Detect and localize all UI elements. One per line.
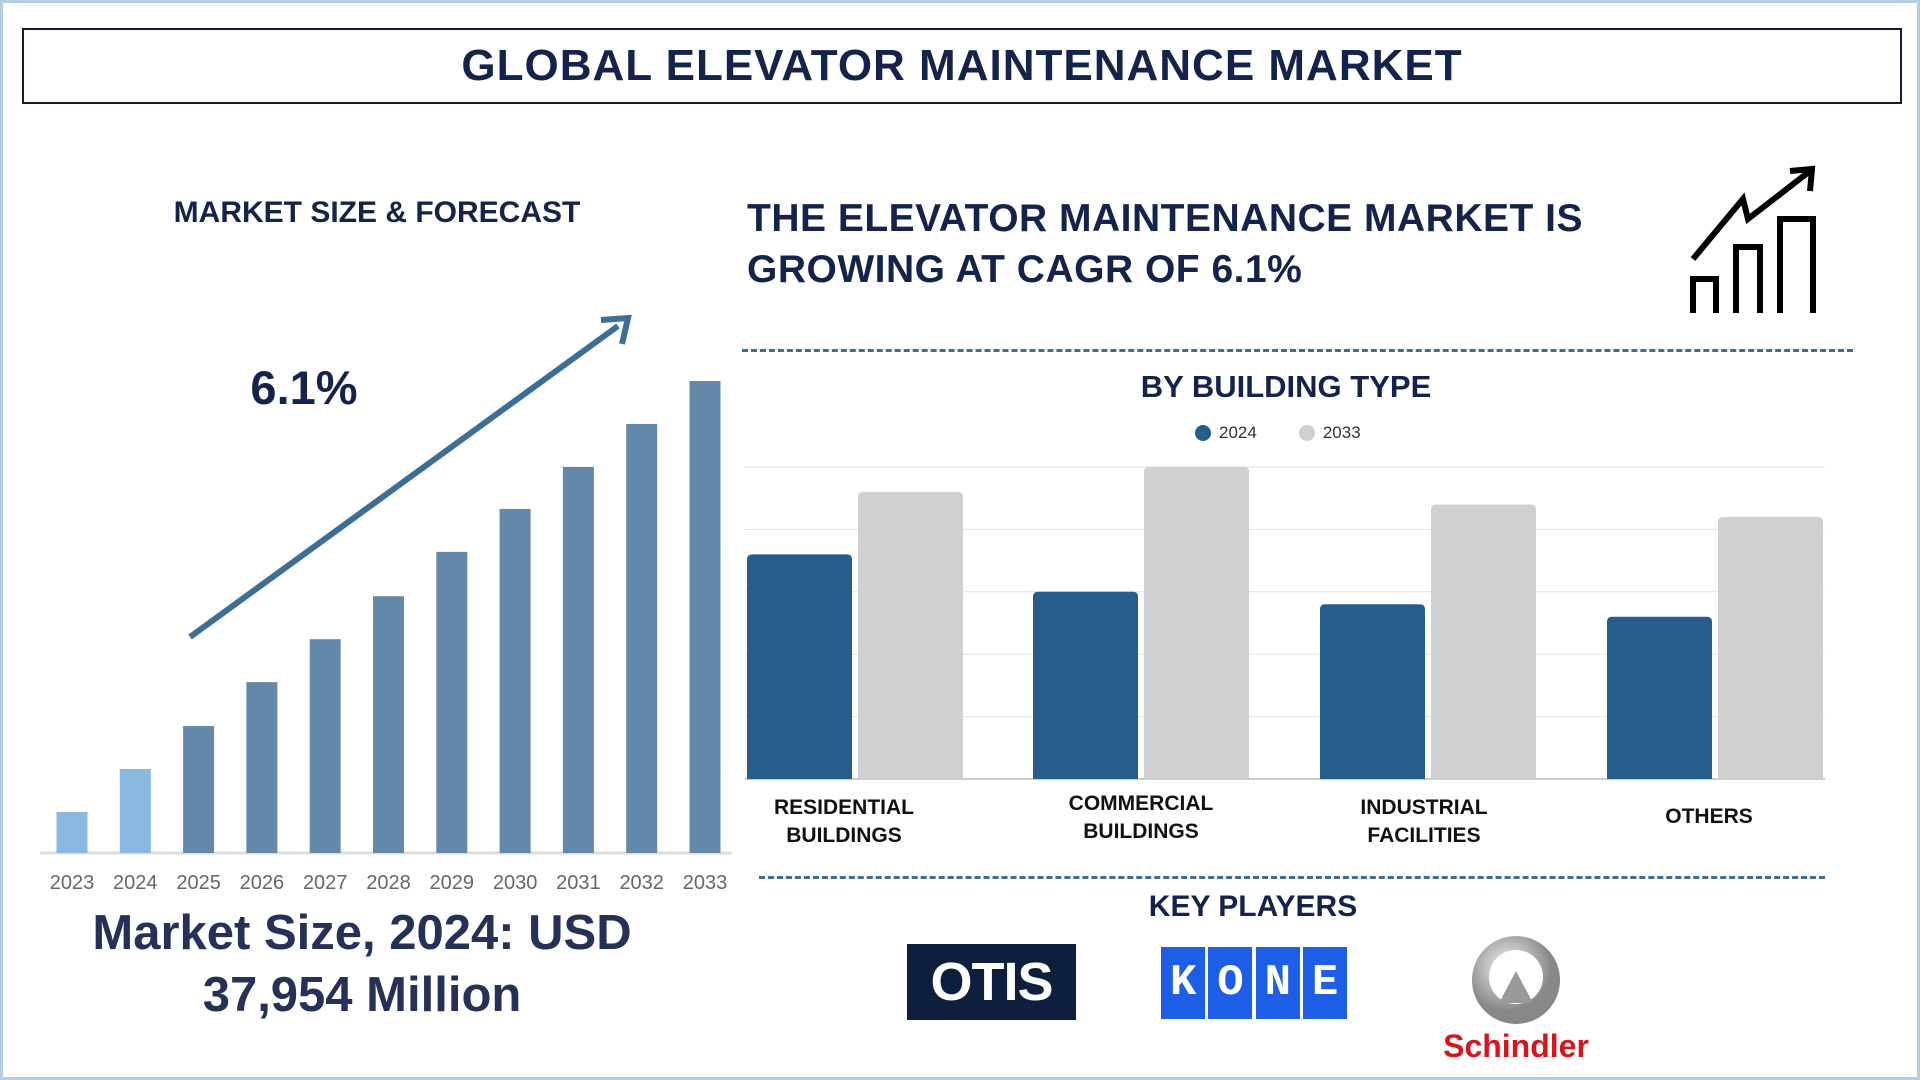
- category-label: OTHERS: [1665, 803, 1753, 831]
- forecast-heading: MARKET SIZE & FORECAST: [173, 196, 581, 229]
- legend-swatch-2033: [1298, 425, 1315, 441]
- year-label-2031: 2031: [556, 872, 601, 894]
- forecast-bar-2023: [56, 811, 88, 853]
- forecast-bar-2024: [119, 768, 151, 853]
- schindler-logo: Schindler: [1443, 1028, 1589, 1064]
- forecast-bar-2025: [183, 726, 215, 853]
- title-banner: GLOBAL ELEVATOR MAINTENANCE MARKET: [22, 28, 1902, 104]
- category-label-line: OTHERS: [1665, 805, 1753, 828]
- legend-label-2033: 2033: [1322, 423, 1361, 442]
- key-players-heading: KEY PLAYERS: [1148, 890, 1358, 923]
- category-label-line: BUILDINGS: [1083, 820, 1199, 843]
- forecast-bar-2033: [689, 381, 721, 853]
- kone-logo-block: [1256, 947, 1300, 1019]
- category-label-line: RESIDENTIAL: [773, 796, 915, 819]
- growth-arrow: [188, 323, 620, 640]
- market-size-line1: Market Size, 2024: USD: [92, 906, 632, 960]
- kone-logo-block: [1161, 947, 1205, 1019]
- legend-label-2024: 2024: [1219, 423, 1257, 442]
- forecast-bar-2032: [626, 423, 658, 853]
- kone-logo: KONE: [1161, 947, 1347, 1019]
- kone-logo-block: [1303, 947, 1347, 1019]
- growth-chart-icon: [1690, 165, 1816, 313]
- year-label-2023: 2023: [49, 872, 95, 894]
- building-type-chart: [745, 466, 1825, 780]
- cagr-label: 6.1%: [250, 361, 358, 414]
- page-title: GLOBAL ELEVATOR MAINTENANCE MARKET: [461, 41, 1463, 90]
- legend: 2024 2033: [1195, 423, 1361, 443]
- year-label-2029: 2029: [429, 872, 475, 894]
- bar-industrial-facilities-2024: [1320, 604, 1425, 779]
- year-label-2024: 2024: [113, 872, 158, 894]
- kone-logo-block: [1208, 947, 1252, 1019]
- divider-bottom: [759, 876, 1825, 879]
- building-type-heading: BY BUILDING TYPE: [1140, 369, 1432, 404]
- year-label-2025: 2025: [176, 872, 221, 894]
- forecast-bar-2031: [562, 466, 594, 853]
- legend-swatch-2024: [1195, 425, 1211, 441]
- market-size-line2: 37,954 Million: [202, 968, 522, 1022]
- category-label-line: FACILITIES: [1367, 824, 1481, 847]
- bar-commercial-buildings-2033: [1144, 467, 1249, 779]
- divider-top: [742, 349, 1853, 352]
- headline-line2: GROWING AT CAGR OF 6.1%: [747, 248, 1303, 291]
- bar-others-2033: [1718, 516, 1823, 779]
- bar-residential-buildings-2033: [858, 491, 963, 779]
- year-label-2028: 2028: [366, 872, 411, 894]
- forecast-bar-2027: [309, 639, 341, 853]
- bar-residential-buildings-2024: [747, 554, 852, 779]
- bar-industrial-facilities-2033: [1431, 504, 1536, 779]
- headline-line1: THE ELEVATOR MAINTENANCE MARKET IS: [747, 197, 1584, 240]
- category-label-line: INDUSTRIAL: [1360, 796, 1488, 819]
- forecast-bar-2030: [499, 508, 531, 853]
- category-label-line: COMMERCIAL: [1068, 792, 1214, 815]
- year-label-2030: 2030: [492, 872, 538, 894]
- forecast-bar-2029: [436, 551, 468, 853]
- otis-logo: OTIS: [907, 944, 1076, 1020]
- forecast-bar-2028: [373, 596, 404, 853]
- category-label: RESIDENTIAL BUILDINGS: [774, 794, 914, 850]
- kone-logo-text: KONE: [1170, 958, 1360, 1008]
- year-label-2032: 2032: [619, 872, 664, 894]
- forecast-bar-2026: [246, 682, 278, 853]
- growth-arrow-head: [600, 314, 632, 345]
- bar-others-2024: [1607, 616, 1712, 779]
- bar-commercial-buildings-2024: [1033, 591, 1138, 779]
- year-label-2027: 2027: [302, 872, 348, 894]
- forecast-chart: [40, 314, 732, 855]
- category-label: INDUSTRIAL FACILITIES: [1360, 794, 1487, 850]
- schindler-logo-icon: [1472, 936, 1560, 1024]
- year-label-2026: 2026: [239, 872, 285, 894]
- category-label-line: BUILDINGS: [786, 824, 902, 847]
- year-label-2033: 2033: [682, 872, 728, 894]
- category-label: COMMERCIAL BUILDINGS: [1069, 790, 1214, 846]
